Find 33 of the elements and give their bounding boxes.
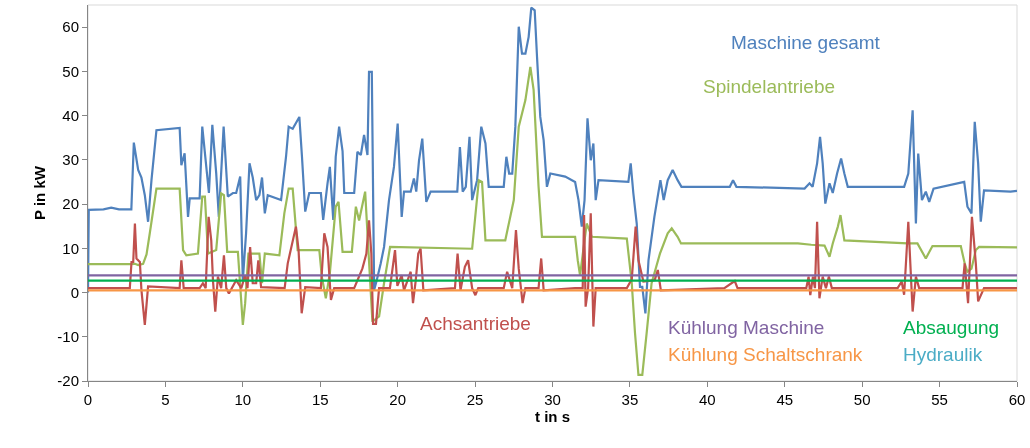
line-series: [88, 6, 1017, 315]
y-tick-label: 20: [62, 195, 79, 213]
text: Spindelantriebe: [703, 76, 836, 97]
series-label: Achsantriebe: [420, 313, 531, 334]
y-tick-label: 0: [70, 283, 79, 301]
y-axis-title: P in kW: [30, 165, 48, 220]
x-tick-label: 25: [466, 391, 484, 408]
x-tick-label: 55: [931, 391, 948, 408]
x-tick-label: 50: [853, 391, 871, 408]
x-tick-label: 35: [621, 391, 639, 408]
y-tick-label: -20: [57, 372, 79, 390]
legend-label: Hydraulik: [903, 344, 983, 365]
text: Maschine gesamt: [731, 32, 881, 53]
y-tick-label: 40: [62, 106, 79, 124]
x-tick-label: 40: [698, 391, 716, 408]
y-tick-label: 10: [62, 239, 79, 257]
line-series: [88, 65, 1017, 376]
x-tick-label: 10: [234, 391, 252, 408]
y-tick-label: -10: [57, 328, 79, 346]
series-label: Absaugung: [903, 317, 1000, 338]
x-tick-label: 5: [161, 391, 170, 408]
x-tick-label: 30: [544, 391, 561, 408]
text: Kühlung Maschine: [668, 317, 825, 338]
x-tick-label: 15: [311, 391, 329, 408]
y-tick-label: 50: [62, 62, 79, 80]
x-tick-label: 20: [389, 391, 407, 408]
x-axis-title: t in s: [534, 408, 571, 425]
x-tick-label: 0: [83, 391, 93, 408]
x-tick-label: 60: [1008, 391, 1026, 408]
y-tick-label: 60: [62, 18, 79, 36]
text: Kühlung Schaltschrank: [668, 344, 863, 365]
y-tick-label: 30: [62, 151, 79, 169]
x-tick-label: 45: [776, 391, 794, 408]
